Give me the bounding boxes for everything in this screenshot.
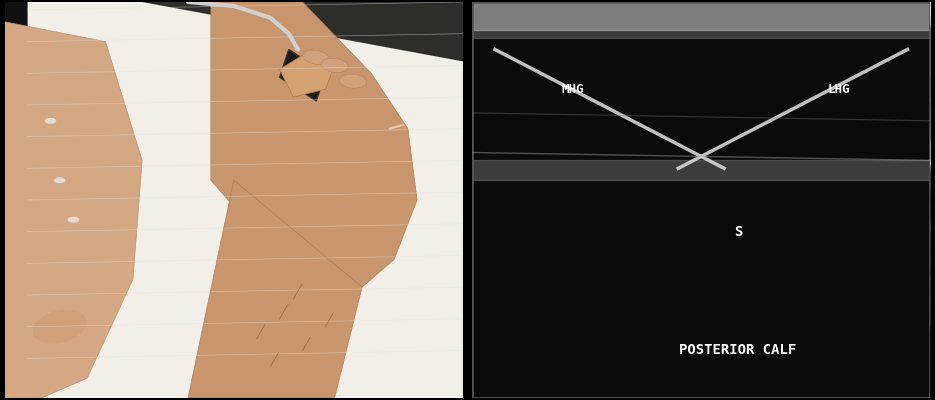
Polygon shape: [211, 2, 417, 299]
Polygon shape: [5, 2, 120, 101]
Ellipse shape: [67, 217, 79, 223]
Polygon shape: [5, 2, 463, 398]
Text: POSTERIOR CALF: POSTERIOR CALF: [679, 344, 797, 358]
Polygon shape: [280, 50, 325, 101]
Polygon shape: [188, 180, 362, 398]
Text: LHG: LHG: [827, 83, 850, 96]
Text: MHG: MHG: [562, 83, 584, 96]
Text: S: S: [734, 225, 742, 239]
Polygon shape: [472, 2, 930, 398]
Polygon shape: [28, 2, 463, 398]
Ellipse shape: [303, 50, 330, 65]
Polygon shape: [280, 50, 335, 97]
Ellipse shape: [321, 58, 348, 72]
Bar: [472, 160, 930, 180]
Polygon shape: [5, 22, 142, 398]
Ellipse shape: [33, 310, 86, 344]
Bar: [472, 2, 930, 30]
Ellipse shape: [339, 74, 367, 88]
Bar: [472, 30, 930, 38]
Ellipse shape: [45, 118, 56, 124]
Ellipse shape: [54, 177, 65, 183]
